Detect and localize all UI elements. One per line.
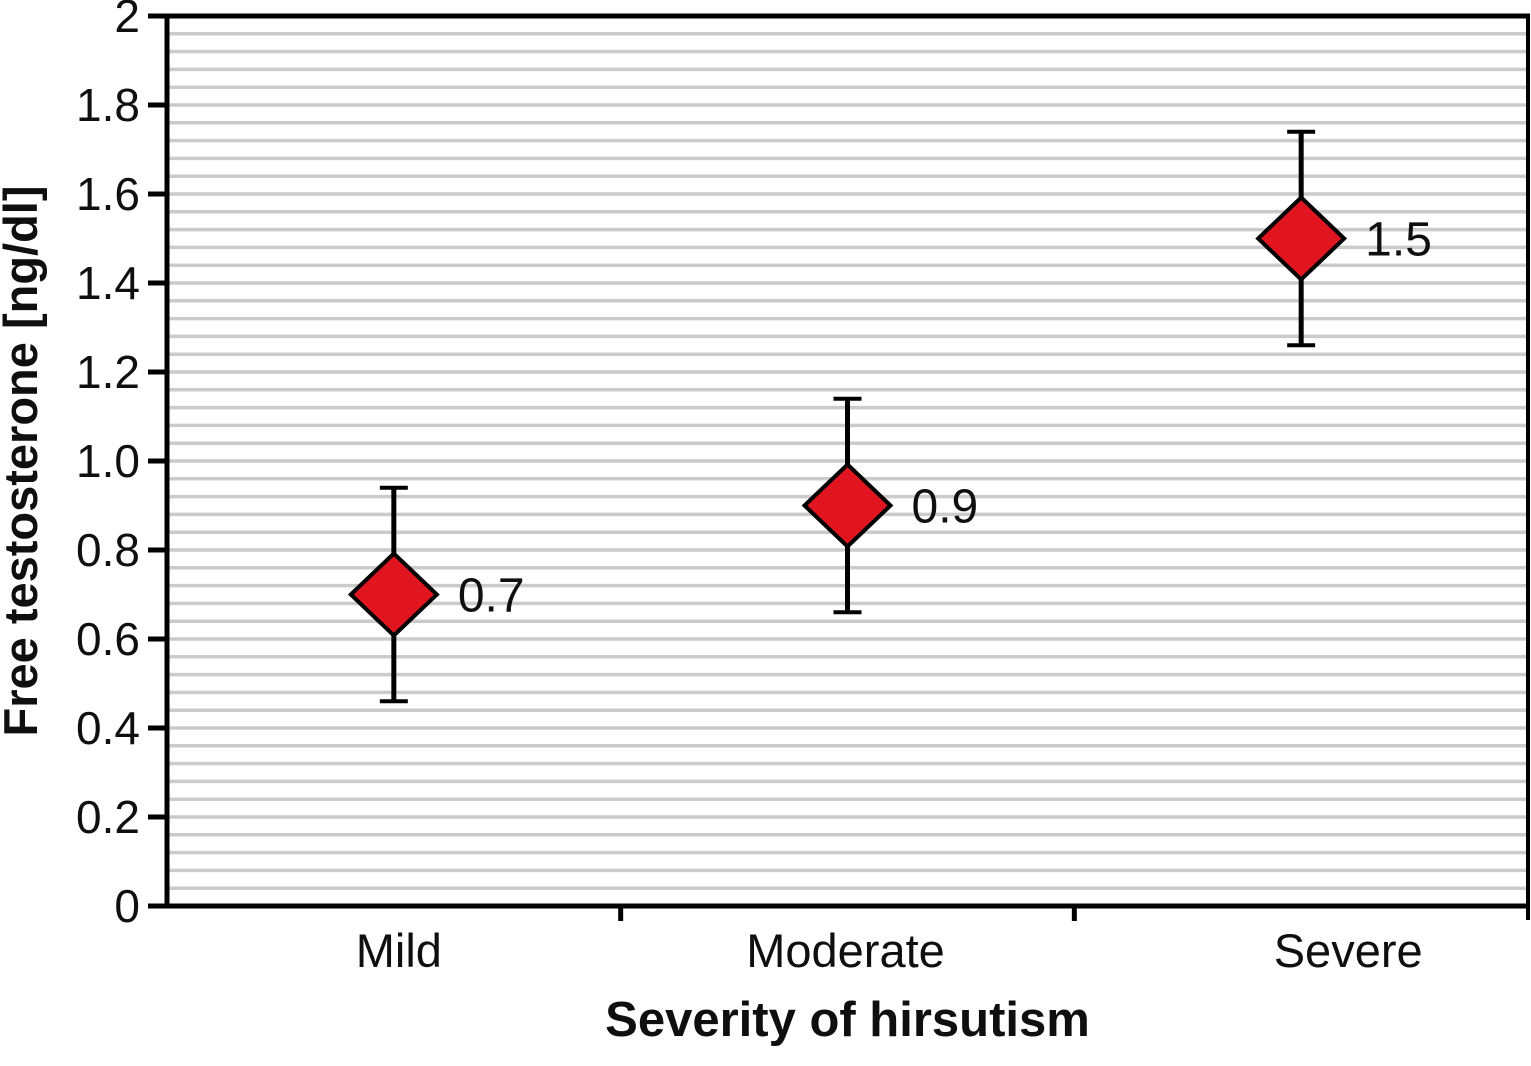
category-label-mild: Mild bbox=[356, 924, 442, 977]
y-tick-label: 1.0 bbox=[76, 435, 140, 487]
point-value-label: 0.7 bbox=[458, 570, 525, 623]
y-tick-label: 1.2 bbox=[76, 346, 140, 398]
diamond-marker bbox=[801, 461, 894, 550]
y-axis-title: Free testosterone [ng/dl] bbox=[0, 185, 47, 736]
x-axis-title: Severity of hirsutism bbox=[605, 993, 1090, 1047]
point-value-label: 0.9 bbox=[912, 481, 979, 534]
y-tick-label: 0.6 bbox=[76, 613, 140, 665]
y-tick-label: 0 bbox=[114, 880, 140, 932]
category-label-moderate: Moderate bbox=[746, 924, 945, 977]
category-label-severe: Severe bbox=[1274, 924, 1423, 977]
y-tick-label: 1.8 bbox=[76, 79, 140, 131]
y-tick-label: 1.6 bbox=[76, 168, 140, 220]
diamond-marker bbox=[347, 550, 440, 639]
x-axis-ticks-and-category-labels: Mild Moderate Severe bbox=[356, 906, 1423, 977]
y-axis-ticks-and-labels: 0 0.2 0.4 0.6 0.8 1.0 1.2 1.4 1.6 1.8 2 bbox=[76, 0, 167, 932]
diamond-marker bbox=[1255, 194, 1348, 283]
y-tick-label: 1.4 bbox=[76, 257, 140, 309]
point-value-label: 1.5 bbox=[1365, 214, 1432, 267]
y-tick-label: 0.2 bbox=[76, 791, 140, 843]
y-tick-label: 0.4 bbox=[76, 702, 140, 754]
y-tick-label: 0.8 bbox=[76, 524, 140, 576]
y-tick-label: 2 bbox=[114, 0, 140, 42]
data-points-with-error-bars: 0.7 0.9 1.5 bbox=[347, 129, 1432, 704]
